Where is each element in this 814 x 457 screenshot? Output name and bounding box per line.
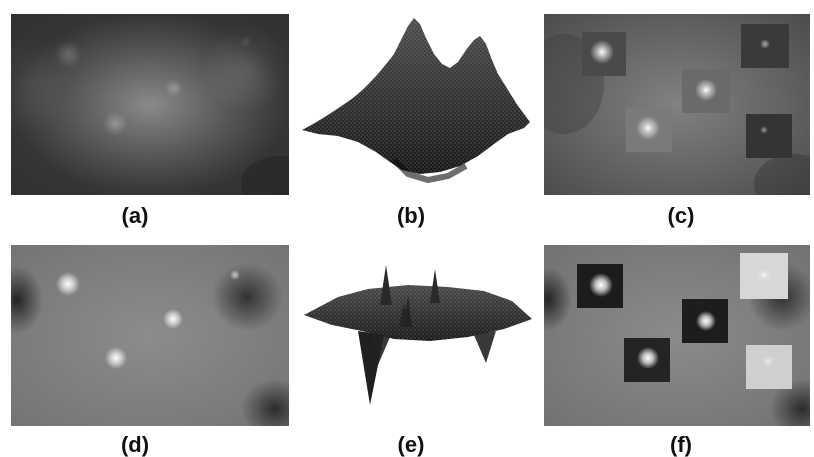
caption-a: (a) <box>121 203 149 228</box>
surface-plot-b <box>302 18 530 184</box>
patch-f4 <box>624 338 670 382</box>
patch-f3 <box>682 299 728 343</box>
patch-f5 <box>746 345 792 389</box>
surface-plot-e <box>304 265 532 405</box>
caption-b: (b) <box>396 203 426 228</box>
caption-d: (d) <box>120 432 150 457</box>
image-panel-f <box>544 245 810 426</box>
patch-c2 <box>741 24 789 68</box>
surface-plot-panel-b <box>298 10 534 196</box>
surface-plot-panel-e <box>298 245 534 420</box>
patch-c5 <box>746 114 792 158</box>
grayscale-photo-f <box>544 245 810 426</box>
caption-c: (c) <box>667 203 695 228</box>
caption-f: (f) <box>670 432 692 457</box>
image-panel-d <box>11 245 289 426</box>
caption-e: (e) <box>397 432 425 457</box>
image-panel-a <box>11 14 289 195</box>
patch-c4 <box>626 108 672 152</box>
grayscale-photo-d <box>11 245 289 426</box>
patch-f2 <box>740 253 788 299</box>
image-panel-c <box>544 14 810 195</box>
patch-f1 <box>577 264 623 308</box>
patch-c1 <box>582 32 626 76</box>
grayscale-photo-c <box>544 14 810 195</box>
patch-c3 <box>682 69 730 113</box>
grayscale-photo-a <box>11 14 289 195</box>
